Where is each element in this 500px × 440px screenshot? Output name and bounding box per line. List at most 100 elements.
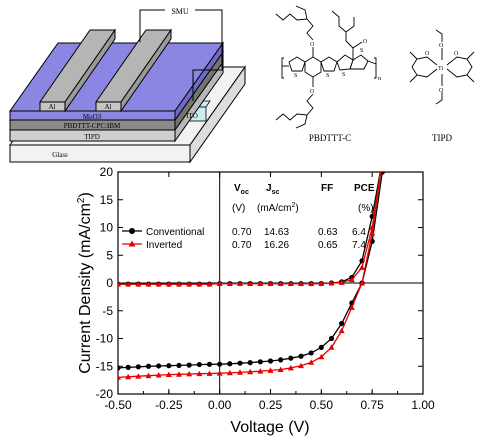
data-point bbox=[226, 280, 233, 286]
glass-side bbox=[189, 65, 246, 164]
isopropyl-top bbox=[435, 29, 443, 42]
data-point bbox=[206, 370, 213, 376]
data-point bbox=[287, 364, 294, 371]
data-point bbox=[247, 368, 254, 375]
data-point bbox=[135, 373, 142, 379]
legend-label-inverted: Inverted bbox=[146, 240, 182, 251]
data-point bbox=[196, 281, 203, 287]
curve-light bbox=[118, 172, 383, 369]
inv-ff: 0.65 bbox=[318, 240, 338, 251]
data-point bbox=[217, 361, 223, 367]
curves bbox=[118, 172, 385, 380]
data-point bbox=[176, 371, 182, 377]
atom-o-bottom: O bbox=[310, 89, 315, 95]
acac-right-me2 bbox=[466, 74, 475, 83]
data-point bbox=[135, 281, 142, 287]
pbdttt-c-structure bbox=[275, 5, 377, 129]
unit-pce: (%) bbox=[358, 203, 374, 214]
data-point bbox=[298, 280, 304, 286]
data-point bbox=[155, 281, 162, 287]
glass-front bbox=[9, 144, 191, 163]
data-point bbox=[186, 362, 192, 368]
y-tick-label: -15 bbox=[96, 359, 114, 373]
header-voc: Voc bbox=[234, 183, 249, 196]
curve-light bbox=[118, 172, 382, 379]
header-ff: FF bbox=[321, 183, 333, 194]
thiophene-mid bbox=[320, 56, 338, 72]
tipd-layer-label: TIPD bbox=[84, 133, 100, 141]
data-point bbox=[339, 320, 345, 327]
unit-voc: (V) bbox=[232, 203, 245, 214]
data-point bbox=[359, 264, 365, 270]
data-point bbox=[318, 344, 324, 350]
data-point bbox=[267, 367, 274, 373]
data-point bbox=[135, 364, 141, 370]
conv-ff: 0.63 bbox=[318, 227, 338, 238]
data-point bbox=[348, 304, 355, 310]
conv-pce: 6.4 bbox=[352, 227, 366, 238]
pbdttt-c-label: PBDTTT-C bbox=[309, 133, 351, 143]
data-point bbox=[257, 280, 264, 286]
atom-o-ti-top: O bbox=[439, 43, 444, 49]
data-point bbox=[155, 372, 162, 378]
data-point bbox=[196, 370, 203, 377]
atom-o-ketone: O bbox=[363, 39, 368, 45]
atom-o-acac-r: O bbox=[454, 51, 459, 57]
data-point bbox=[226, 369, 233, 376]
legend-label-conventional: Conventional bbox=[146, 227, 204, 238]
data-point bbox=[257, 359, 263, 365]
data-point bbox=[348, 276, 355, 283]
benzene-core bbox=[304, 56, 322, 78]
x-tick-label: -0.50 bbox=[104, 398, 132, 412]
device-schematic: SMU Al Al ITO MoO3 PBDTTT-CPC:IBM TIPD G… bbox=[9, 7, 246, 164]
data-point bbox=[288, 355, 294, 361]
atom-s-3: S bbox=[342, 72, 345, 78]
data-point bbox=[118, 374, 121, 380]
header-jsc: Jsc bbox=[266, 183, 279, 196]
al-right-label: Al bbox=[105, 103, 112, 111]
y-tick-label: -10 bbox=[96, 332, 114, 346]
data-point bbox=[287, 280, 294, 286]
moo3-side bbox=[174, 41, 224, 122]
x-axis-label: Voltage (V) bbox=[230, 419, 309, 436]
bracket-left bbox=[281, 57, 284, 79]
ketone-branch bbox=[345, 17, 355, 33]
tipd-label: TIPD bbox=[432, 133, 453, 143]
y-tick-label: -20 bbox=[96, 387, 114, 401]
acac-right-me1 bbox=[466, 51, 475, 60]
alkyl-chain-bottom bbox=[275, 93, 314, 121]
legend: Conventional Inverted bbox=[122, 227, 204, 251]
y-axis-label: Current Density (mA/cm2) bbox=[76, 192, 94, 374]
y-tick-label: 5 bbox=[106, 248, 113, 262]
data-point bbox=[298, 362, 304, 369]
ketone-chain-2 bbox=[331, 10, 347, 41]
data-point bbox=[247, 280, 254, 286]
data-point bbox=[318, 280, 325, 286]
x-tick-label: -0.25 bbox=[155, 398, 183, 412]
smu-wire-right bbox=[192, 9, 223, 101]
data-point bbox=[166, 363, 172, 369]
inv-voc: 0.70 bbox=[232, 240, 252, 251]
data-point bbox=[125, 364, 131, 370]
y-tick-label: 15 bbox=[100, 193, 114, 207]
data-point bbox=[277, 366, 284, 372]
data-point bbox=[176, 281, 182, 287]
x-tick-label: 1.00 bbox=[411, 398, 435, 412]
data-point bbox=[237, 360, 243, 366]
smu-wire-left bbox=[139, 9, 165, 42]
acac-right bbox=[446, 56, 473, 78]
atom-s-2: S bbox=[326, 73, 329, 79]
x-tick-label: 0.25 bbox=[259, 398, 283, 412]
acac-left-me2 bbox=[409, 74, 418, 83]
x-tick-label: 0.75 bbox=[360, 398, 384, 412]
data-point bbox=[145, 363, 152, 369]
alkyl-branch-top bbox=[295, 5, 308, 20]
subscript-n: n bbox=[378, 76, 381, 82]
data-point bbox=[328, 344, 335, 350]
tipd-structure bbox=[409, 29, 475, 105]
data-point bbox=[338, 327, 345, 334]
atom-ti: Ti bbox=[438, 66, 443, 72]
al-left-side bbox=[64, 28, 116, 113]
data-point bbox=[328, 280, 335, 286]
legend-marker-inverted bbox=[128, 240, 136, 247]
